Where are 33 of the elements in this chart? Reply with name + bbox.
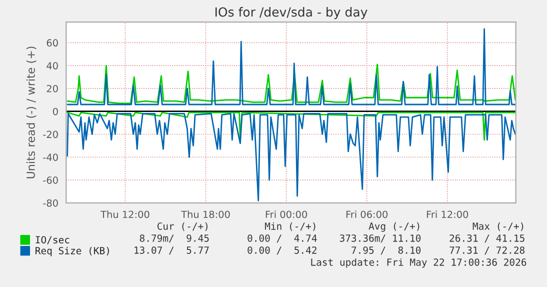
text: 26.31 / 41.15 — [450, 234, 524, 243]
text: Min (-/+) — [264, 222, 316, 231]
y-axis-title: Units read (-) / write (+) — [26, 46, 36, 178]
y-tick-label: -60 — [43, 176, 58, 184]
text: 13.07 / 5.77 — [134, 246, 209, 255]
line-series — [66, 112, 516, 142]
x-tick-label: Fri 12:00 — [426, 210, 468, 218]
line-series — [66, 28, 516, 106]
x-tick-label: Fri 00:00 — [266, 210, 308, 218]
text: 7.95 / 8.10 — [352, 246, 421, 255]
x-tick-label: Thu 12:00 — [100, 210, 150, 218]
legend-label: IO/sec — [36, 236, 70, 244]
text: 0.00 / 4.74 — [248, 234, 317, 243]
x-tick-label: Fri 06:00 — [346, 210, 388, 218]
y-tick-label: 60 — [46, 39, 58, 47]
y-tick-label: -40 — [43, 154, 58, 161]
text: 373.36m/ 11.10 — [340, 234, 421, 243]
text: Max (-/+) — [472, 222, 524, 231]
text: 77.31 / 72.28 — [450, 246, 524, 255]
text: 0.00 / 5.42 — [248, 246, 316, 255]
text: Last update: Fri May 22 17:00:36 2026 — [311, 258, 526, 268]
text: 8.79m/ 9.45 — [140, 234, 209, 243]
legend-label: Req Size (KB) — [36, 246, 109, 256]
chart-title: IOs for /dev/sda - by day — [215, 7, 368, 20]
y-tick-label: 0 — [53, 108, 58, 116]
x-tick-label: Thu 18:00 — [181, 210, 230, 218]
y-tick-label: 40 — [46, 62, 58, 70]
y-tick-label: -20 — [43, 130, 58, 138]
line-series — [66, 64, 516, 104]
text: Cur (-/+) — [157, 222, 208, 231]
y-tick-label: 20 — [46, 84, 58, 92]
text: Avg (-/+) — [368, 222, 420, 232]
y-tick-label: -80 — [43, 199, 58, 207]
